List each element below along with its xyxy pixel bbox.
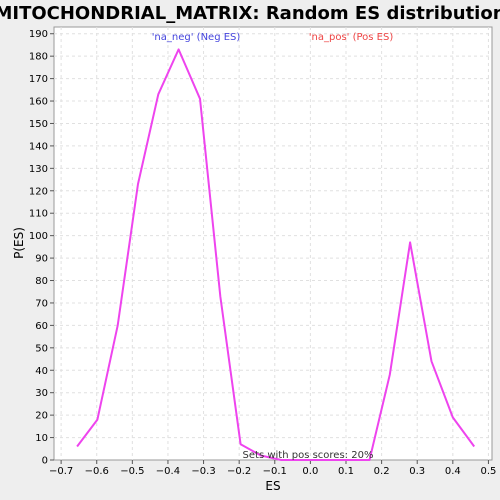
x-tick-label: 0.2 <box>374 466 390 477</box>
y-tick-label: 10 <box>35 433 48 444</box>
chart-title: MITOCHONDRIAL_MATRIX: Random ES distribu… <box>0 3 500 24</box>
x-tick-label: 0.4 <box>445 466 461 477</box>
y-tick-label: 30 <box>35 388 48 399</box>
y-tick-label: 190 <box>29 29 48 40</box>
y-tick-label: 140 <box>29 141 48 152</box>
y-tick-label: 170 <box>29 74 48 85</box>
x-tick-label: −0.1 <box>263 466 287 477</box>
y-tick-label: 130 <box>29 164 48 175</box>
sets-annotation: Sets with pos scores: 20% <box>243 450 374 461</box>
y-tick-label: 90 <box>35 254 48 265</box>
y-axis-label: P(ES) <box>12 227 26 259</box>
y-tick-label: 40 <box>35 366 48 377</box>
y-tick-label: 0 <box>42 456 48 467</box>
y-tick-label: 180 <box>29 52 48 63</box>
y-tick-label: 60 <box>35 321 48 332</box>
series-group <box>76 48 476 461</box>
y-tick-label: 120 <box>29 186 48 197</box>
x-tick-label: −0.4 <box>156 466 180 477</box>
plot-area <box>53 26 493 461</box>
y-tick-label: 110 <box>29 209 48 220</box>
y-tick-label: 50 <box>35 343 48 354</box>
x-tick-label: −0.2 <box>227 466 251 477</box>
x-tick-label: −0.3 <box>191 466 215 477</box>
y-tick-label: 160 <box>29 97 48 108</box>
y-tick-label: 70 <box>35 298 48 309</box>
x-tick-label: −0.7 <box>49 466 73 477</box>
x-tick-label: −0.6 <box>85 466 109 477</box>
x-tick-label: 0.1 <box>338 466 354 477</box>
x-tick-label: −0.5 <box>120 466 144 477</box>
y-axis: 0 10 20 30 40 50 60 70 80 90 100 110 120 130 140 150 160… <box>29 29 54 467</box>
x-tick-label: 0.0 <box>302 466 318 477</box>
y-tick-label: 150 <box>29 119 48 130</box>
x-tick-label: 0.5 <box>480 466 496 477</box>
series-line <box>76 48 476 461</box>
y-tick-label: 80 <box>35 276 48 287</box>
x-axis: −0.7 −0.6 −0.5 −0.4 −0.3 −0.2 −0.1 0.0 0.1 0.2 0.3… <box>49 460 496 477</box>
y-tick-label: 20 <box>35 411 48 422</box>
x-tick-label: 0.3 <box>409 466 425 477</box>
y-tick-label: 100 <box>29 231 48 242</box>
neg-legend-label: 'na_neg' (Neg ES) <box>152 32 241 43</box>
x-axis-label: ES <box>265 479 280 493</box>
grid <box>54 27 492 460</box>
pos-legend-label: 'na_pos' (Pos ES) <box>309 32 394 43</box>
